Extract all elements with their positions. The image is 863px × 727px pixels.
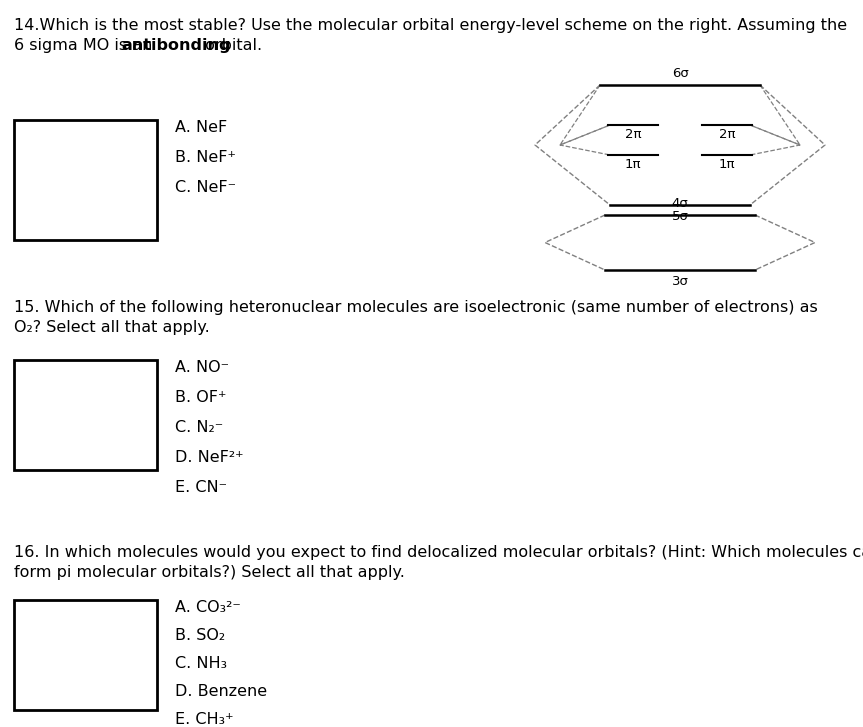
Text: antibonding: antibonding [121, 38, 230, 53]
Text: O₂? Select all that apply.: O₂? Select all that apply. [14, 320, 210, 335]
Text: A. CO₃²⁻: A. CO₃²⁻ [175, 600, 241, 615]
Text: form pi molecular orbitals?) Select all that apply.: form pi molecular orbitals?) Select all … [14, 565, 405, 580]
Text: D. NeF²⁺: D. NeF²⁺ [175, 450, 243, 465]
Text: C. NH₃: C. NH₃ [175, 656, 227, 671]
Text: 15. Which of the following heteronuclear molecules are isoelectronic (same numbe: 15. Which of the following heteronuclear… [14, 300, 818, 315]
Text: 2π: 2π [719, 128, 735, 141]
Text: 3σ: 3σ [671, 275, 689, 288]
Text: orbital.: orbital. [200, 38, 262, 53]
Bar [14, 600, 157, 710]
Text: 6 sigma MO is an: 6 sigma MO is an [14, 38, 158, 53]
Text: 1π: 1π [625, 158, 641, 171]
Text: 1π: 1π [719, 158, 735, 171]
Bar [14, 120, 157, 240]
Text: B. OF⁺: B. OF⁺ [175, 390, 226, 405]
Text: 5σ: 5σ [671, 210, 689, 223]
Text: 16. In which molecules would you expect to find delocalized molecular orbitals? : 16. In which molecules would you expect … [14, 545, 863, 560]
Text: B. SO₂: B. SO₂ [175, 628, 225, 643]
Text: A. NO⁻: A. NO⁻ [175, 360, 229, 375]
Text: E. CH₃⁺: E. CH₃⁺ [175, 712, 234, 727]
Text: 6σ: 6σ [671, 67, 689, 80]
Text: C. NeF⁻: C. NeF⁻ [175, 180, 236, 195]
Text: E. CN⁻: E. CN⁻ [175, 480, 227, 495]
Bar [14, 360, 157, 470]
Text: A. NeF: A. NeF [175, 120, 227, 135]
Text: D. Benzene: D. Benzene [175, 684, 268, 699]
Text: 2π: 2π [625, 128, 641, 141]
Text: 4σ: 4σ [671, 197, 689, 210]
Text: 14.Which is the most stable? Use the molecular orbital energy-level scheme on th: 14.Which is the most stable? Use the mol… [14, 18, 847, 33]
Text: B. NeF⁺: B. NeF⁺ [175, 150, 236, 165]
Text: C. N₂⁻: C. N₂⁻ [175, 420, 224, 435]
